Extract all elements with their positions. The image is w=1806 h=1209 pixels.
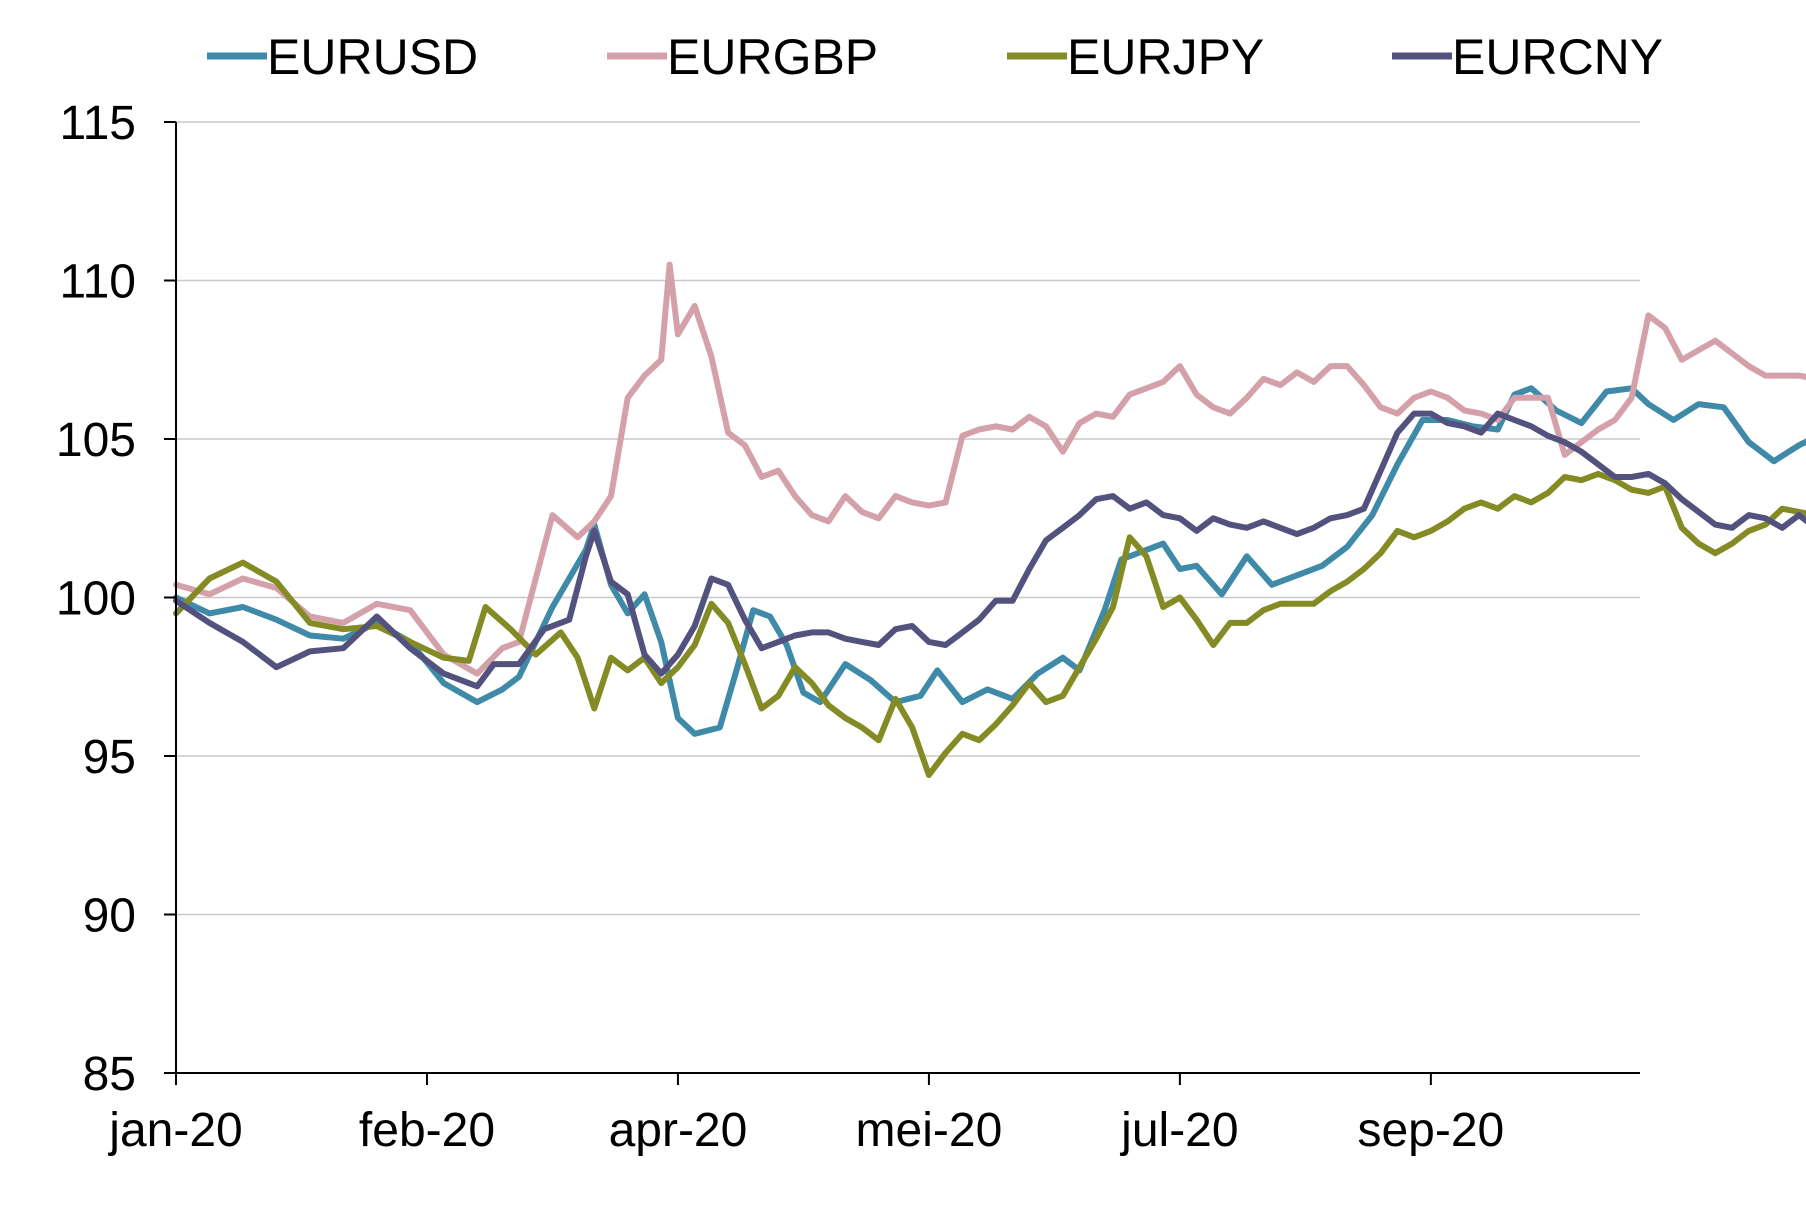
x-tick-label: jan-20 [107, 1104, 242, 1157]
x-tick-label: feb-20 [359, 1104, 495, 1157]
y-tick-label: 105 [56, 414, 136, 467]
series-line-eurusd [173, 385, 1806, 737]
y-tick-label: 85 [83, 1048, 136, 1101]
y-tick-label: 110 [59, 256, 136, 309]
x-tick-label: jul-20 [1119, 1104, 1238, 1157]
series-line-eurcny [173, 410, 1806, 690]
series-line-eurgbp [173, 261, 1806, 677]
x-axis-ticks: jan-20 feb-20 apr-20 mei-20 jul-20 sep-20 [107, 1073, 1504, 1157]
series-line-eurjpy [173, 470, 1806, 778]
horizontal-gridlines [176, 121, 1640, 916]
y-tick-label: 100 [56, 573, 136, 626]
x-tick-label: apr-20 [609, 1104, 748, 1157]
y-tick-label: 95 [83, 731, 136, 784]
legend-label-eurcny: EURCNY [1452, 29, 1663, 85]
y-tick-label: 90 [83, 890, 136, 943]
legend-label-eurgbp: EURGBP [667, 29, 878, 85]
legend-label-eurusd: EURUSD [267, 29, 478, 85]
y-tick-label: 115 [59, 97, 136, 150]
x-tick-label: mei-20 [856, 1104, 1003, 1157]
chart-legend: EURUSD EURGBP EURJPY EURCNY [207, 29, 1663, 85]
legend-label-eurjpy: EURJPY [1067, 29, 1264, 85]
series-lines [173, 261, 1806, 778]
x-tick-label: sep-20 [1357, 1104, 1504, 1157]
y-axis-ticks: 85 90 95 100 105 110 115 [56, 97, 176, 1101]
